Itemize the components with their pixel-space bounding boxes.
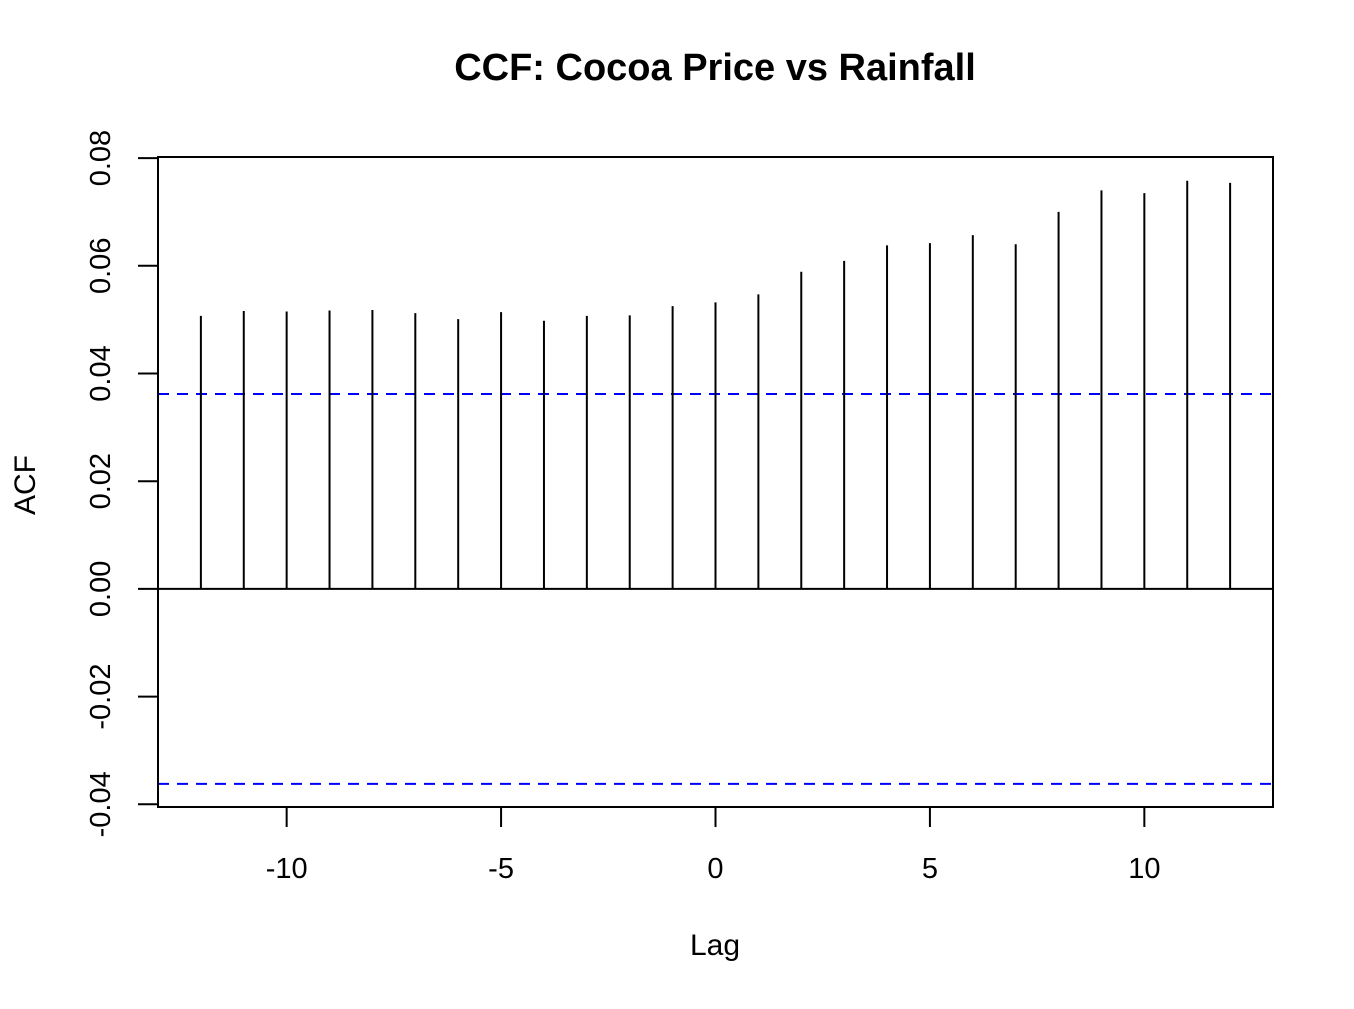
y-tick-label: 0.04 xyxy=(85,345,117,401)
x-tick-label: -10 xyxy=(266,853,308,885)
y-axis-label: ACF xyxy=(9,455,42,515)
plot-layer: -10 -5 0 5 10 -0.04 -0.02 0.00 0.02 0.04 0.06 0.08 xyxy=(85,130,1274,885)
x-tick-label: 5 xyxy=(922,853,938,885)
y-tick-label: 0.06 xyxy=(85,238,117,294)
chart-title: CCF: Cocoa Price vs Rainfall xyxy=(454,47,976,89)
y-tick-label: 0.08 xyxy=(85,130,117,186)
x-tick-label: 10 xyxy=(1128,853,1160,885)
y-tick-label: 0.00 xyxy=(85,561,117,617)
y-tick-label: 0.02 xyxy=(85,453,117,509)
y-tick-label: -0.02 xyxy=(85,664,117,730)
x-tick-label: -5 xyxy=(488,853,514,885)
y-tick-label: -0.04 xyxy=(85,771,117,837)
x-axis-label: Lag xyxy=(690,929,740,962)
x-tick-label: 0 xyxy=(707,853,723,885)
